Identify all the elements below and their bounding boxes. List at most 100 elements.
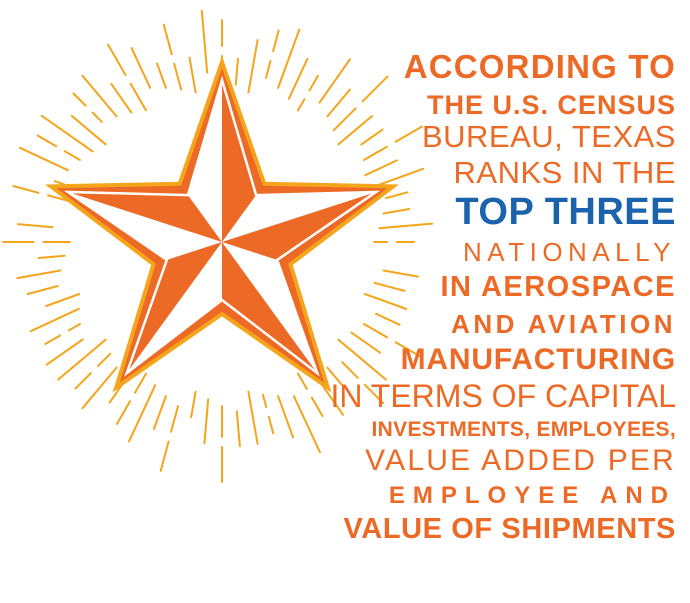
- text-line-9: manufacturing: [400, 343, 676, 376]
- sun-ray: [40, 114, 94, 153]
- texas-star-icon: [45, 55, 399, 393]
- sunburst-rays: [2, 9, 434, 483]
- text-line-7: in aerospace: [440, 271, 676, 304]
- sun-ray: [12, 185, 40, 194]
- sun-ray: [45, 338, 84, 366]
- sun-ray: [337, 338, 387, 381]
- sun-ray: [378, 222, 434, 230]
- sun-ray: [363, 323, 388, 339]
- sun-ray: [363, 293, 408, 310]
- sun-ray: [37, 254, 66, 259]
- text-line-14: value of shipments: [343, 512, 676, 545]
- sun-ray: [63, 150, 81, 161]
- sun-ray: [310, 396, 324, 418]
- star-facet: [126, 242, 222, 374]
- text-line-6: nationally: [463, 236, 676, 267]
- sun-ray: [375, 312, 401, 326]
- sun-ray: [152, 395, 167, 430]
- text-line-8: and aviation: [451, 308, 676, 339]
- sun-ray: [16, 223, 54, 229]
- star-facet: [67, 191, 223, 260]
- sun-ray: [130, 47, 152, 89]
- text-line-3: Bureau, Texas: [421, 118, 676, 154]
- star-facet: [222, 242, 318, 374]
- sun-ray: [110, 82, 133, 114]
- sun-ray: [67, 323, 81, 332]
- sun-ray: [261, 393, 268, 409]
- sun-ray: [265, 59, 272, 79]
- sun-ray: [170, 405, 179, 433]
- text-line-12: value added per: [365, 444, 676, 478]
- sun-ray: [107, 43, 127, 76]
- sun-ray: [373, 281, 406, 292]
- sun-ray: [382, 208, 411, 215]
- text-line-4: ranks in the: [453, 154, 676, 190]
- sun-ray: [394, 341, 424, 359]
- sun-ray: [235, 410, 241, 448]
- text-line-2: the U.S. Census: [426, 89, 676, 120]
- sun-ray: [57, 338, 107, 381]
- sun-ray: [360, 128, 384, 146]
- sun-ray: [385, 191, 409, 199]
- sun-ray: [159, 440, 170, 472]
- sun-ray: [70, 115, 107, 146]
- sun-ray: [190, 390, 197, 419]
- sun-ray: [297, 98, 306, 112]
- star-graphic: [2, 9, 434, 483]
- sun-ray: [26, 285, 59, 295]
- sun-ray: [129, 82, 147, 112]
- sun-ray: [200, 9, 209, 74]
- sun-ray: [156, 62, 167, 89]
- text-line-1: According to: [403, 48, 676, 85]
- sun-ray: [74, 372, 92, 390]
- sun-ray: [128, 384, 157, 443]
- sun-ray: [272, 29, 280, 53]
- sun-ray: [173, 62, 183, 91]
- sun-ray: [81, 366, 118, 410]
- sun-ray: [72, 92, 87, 107]
- text-line-10: in terms of capital: [330, 377, 676, 414]
- sun-ray: [363, 383, 385, 405]
- sun-ray: [350, 331, 382, 354]
- sun-ray: [234, 57, 239, 86]
- sun-ray: [81, 74, 118, 118]
- census-statement: According to the U.S. Census Bureau, Tex…: [256, 48, 676, 545]
- sun-ray: [277, 395, 295, 439]
- sun-ray: [326, 366, 346, 389]
- sun-ray: [361, 75, 389, 103]
- sun-ray: [203, 398, 210, 445]
- sun-ray: [297, 372, 308, 390]
- sun-ray: [91, 111, 103, 123]
- sun-ray: [363, 145, 388, 161]
- sun-ray: [96, 352, 112, 368]
- sun-ray: [162, 23, 173, 56]
- sun-ray: [18, 146, 69, 172]
- sun-ray: [287, 57, 309, 100]
- sun-ray: [277, 28, 301, 89]
- sun-ray: [16, 269, 62, 280]
- sun-ray: [318, 58, 351, 104]
- sun-ray: [394, 125, 424, 143]
- sun-ray: [29, 307, 80, 333]
- sun-ray: [247, 390, 259, 445]
- sun-ray: [188, 56, 197, 94]
- sun-ray: [292, 395, 321, 454]
- sun-ray: [45, 293, 81, 307]
- sun-ray: [134, 372, 147, 394]
- sun-ray: [116, 400, 131, 425]
- sun-ray: [44, 334, 62, 345]
- sun-ray: [36, 134, 58, 148]
- sun-ray: [326, 88, 351, 118]
- sun-ray: [267, 415, 275, 435]
- sun-ray: [364, 159, 398, 177]
- sun-ray: [337, 115, 374, 146]
- sun-ray: [382, 269, 419, 278]
- sun-ray: [332, 107, 357, 132]
- star-facet: [222, 191, 377, 242]
- text-line-13: employee and: [388, 481, 676, 509]
- text-line-11: investments, employees,: [371, 418, 676, 442]
- sun-ray: [247, 39, 259, 94]
- sun-ray: [341, 361, 359, 379]
- text-line-5: top three: [455, 191, 676, 234]
- sun-ray: [308, 74, 319, 92]
